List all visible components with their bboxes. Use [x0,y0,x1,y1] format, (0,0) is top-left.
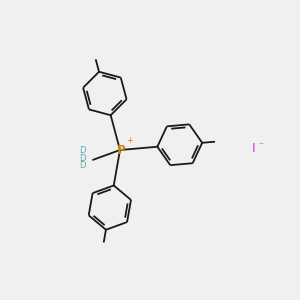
Text: P: P [117,144,126,157]
Text: D: D [80,154,86,163]
Text: ⁻: ⁻ [259,141,264,151]
Text: D: D [80,161,86,170]
Text: +: + [127,136,134,145]
Text: D: D [80,146,86,155]
Text: I: I [252,142,255,155]
